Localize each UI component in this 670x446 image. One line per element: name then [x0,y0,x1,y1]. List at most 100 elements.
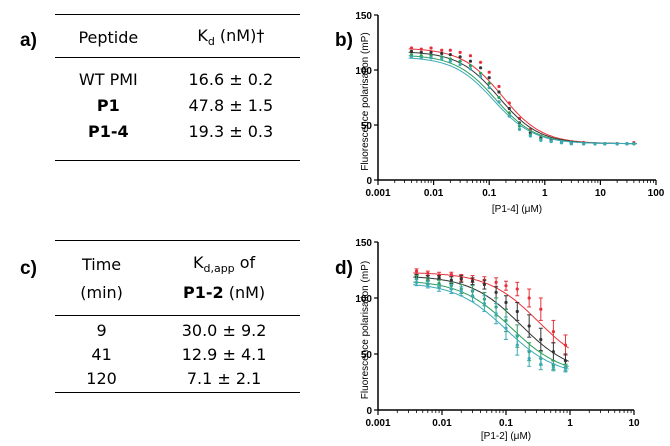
data-point [478,75,483,79]
data-point [539,138,543,142]
data-point [497,90,501,94]
panel-label-c: c) [20,258,37,279]
data-point [593,142,597,146]
data-point [625,142,629,146]
data-point [559,141,564,145]
data-point [448,48,452,52]
data-point [440,57,444,61]
x-tick-label: 10 [595,188,607,199]
data-point [468,64,473,68]
data-point [549,139,553,144]
data-point [497,95,501,100]
panel-label-b: b) [335,30,353,51]
table-a-header-row: Peptide Kd (nM)† [55,18,300,56]
table-c-kd-cell: 7.1 ± 2.1 [186,368,262,388]
table-a-peptide-cell: WT PMI [78,69,138,89]
table-row: 120 7.1 ± 2.1 [55,366,300,390]
data-point [448,53,452,57]
data-point [497,100,501,104]
y-tick-label: 150 [355,11,372,22]
data-point [468,67,473,71]
table-row: P1-4 19.3 ± 0.3 [55,118,300,144]
data-point [440,55,444,59]
data-point [487,81,491,85]
data-point [458,59,462,63]
data-point [487,86,491,90]
table-a-kd-cell: 16.6 ± 0.2 [188,69,274,89]
data-point [429,54,433,58]
data-point [632,142,636,146]
kd-table-time: Time Kd,app of (min) P1-2 (nM) 9 30.0 ± … [55,250,300,390]
data-point [487,76,491,80]
table-c-header-time-unit: (min) [80,282,123,302]
data-point [419,54,423,58]
table-c-time-cell: 120 [86,368,117,388]
data-point [487,70,491,74]
data-point [419,56,423,60]
y-axis-label: Fluorescence polarisation (mP) [360,32,371,170]
fit-curve-cyan [408,57,637,145]
data-point [615,142,619,146]
data-point [440,48,444,52]
data-point [517,127,522,131]
table-a-header-rule [55,57,300,58]
table-a-top-rule [55,14,300,15]
data-point [528,134,532,138]
table-c-header-row-2: (min) P1-2 (nM) [55,278,300,306]
table-row: 41 12.9 ± 4.1 [55,342,300,366]
x-tick-label: 0.001 [365,188,390,199]
data-point [582,142,586,146]
table-c-time-cell: 41 [91,344,112,364]
data-point [419,50,423,55]
x-tick-label: 0.1 [482,188,496,199]
y-tick-label: 100 [355,66,372,77]
data-point [603,142,607,146]
data-point [440,51,444,56]
table-a-peptide-cell: P1 [96,95,120,115]
data-point [507,111,511,115]
data-point [507,106,511,111]
data-point [409,46,414,50]
table-a-kd-cell: 19.3 ± 0.3 [188,121,274,141]
x-tick-label: 1 [542,188,548,199]
table-c-header-time: Time [81,254,122,274]
table-c-top-rule [55,240,300,241]
table-c-header-row: Time Kd,app of [55,250,300,278]
kd-table-peptides: Peptide Kd (nM)† WT PMI 16.6 ± 0.2 P1 47… [55,18,300,144]
data-point [468,54,473,58]
data-point [429,56,433,60]
table-c-bottom-rule [55,392,300,393]
panel-label-d: d) [335,258,353,279]
fit-curve-green [408,55,637,145]
table-a-peptide-cell: P1-4 [88,121,129,141]
data-point [507,101,511,105]
data-point [458,62,462,67]
data-point [429,46,433,50]
table-a-bottom-rule [55,160,300,161]
x-tick-label: 0.01 [424,188,444,199]
table-c-time-cell: 9 [96,320,107,340]
table-row: 9 30.0 ± 9.2 [55,318,300,342]
x-axis-label: [P1-4] (μM) [492,204,542,215]
table-c-kd-cell: 12.9 ± 4.1 [181,344,267,364]
table-a-kd-cell: 47.8 ± 1.5 [188,95,274,115]
data-point [409,49,414,53]
data-point [458,50,462,55]
data-point [478,60,483,64]
data-point [409,53,414,57]
table-c-header-rule [55,315,300,316]
panel-label-a: a) [20,30,37,51]
table-c-header-kd-peptide: P1-2 (nM) [182,282,266,302]
x-tick-label: 100 [648,188,665,199]
data-point [409,55,414,59]
data-point [478,71,483,75]
data-point [419,47,423,51]
table-a-header-peptide: Peptide [78,27,139,47]
table-row: WT PMI 16.6 ± 0.2 [55,66,300,92]
data-point [478,66,483,70]
table-a-header-kd: Kd (nM)† [197,25,265,49]
y-tick-label: 0 [366,176,372,187]
data-point [497,84,501,89]
table-row: P1 47.8 ± 1.5 [55,92,300,118]
data-point [448,59,452,63]
